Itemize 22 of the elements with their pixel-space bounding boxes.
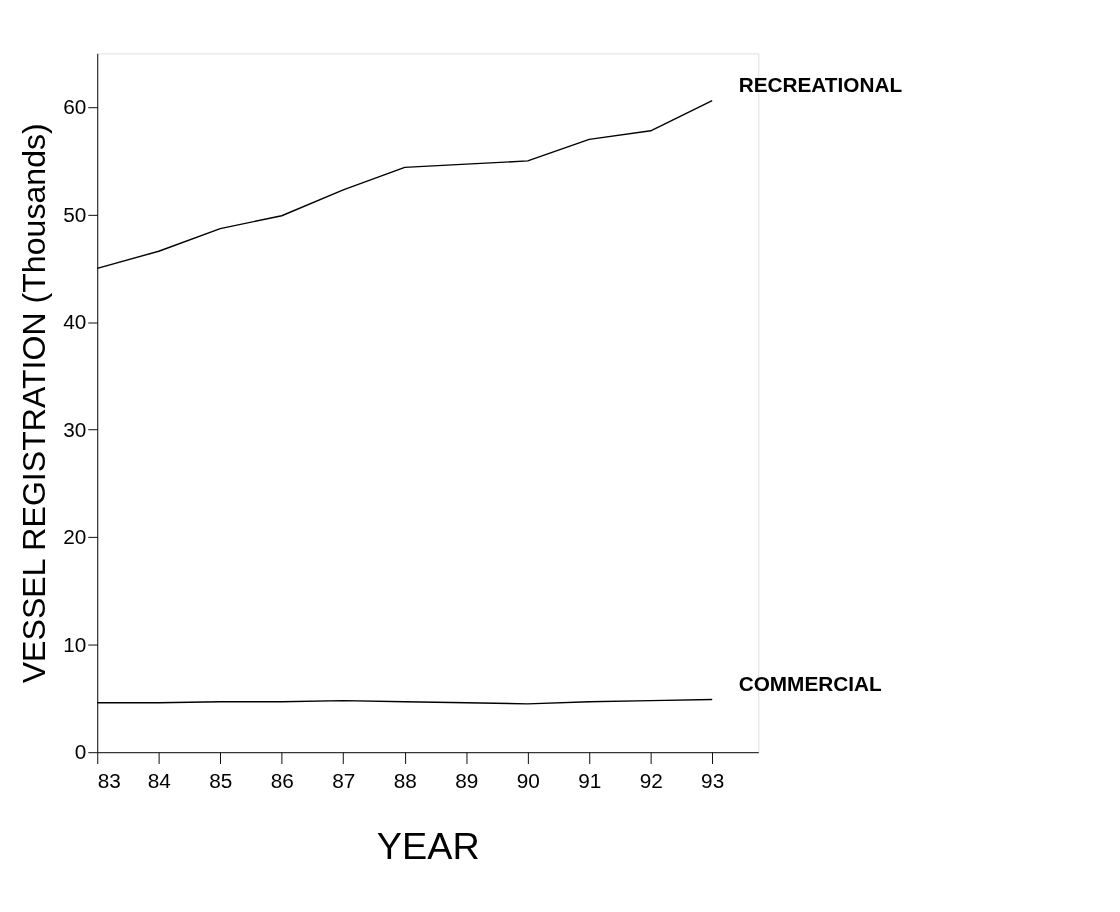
x-tick-label: 91	[578, 768, 602, 792]
annotation: RECREATIONAL	[738, 73, 903, 97]
y-tick-label: 10	[63, 632, 87, 656]
annotation: COMMERCIAL	[738, 672, 882, 696]
x-tick-label: 83	[97, 768, 121, 792]
y-tick-label: 30	[63, 417, 87, 441]
x-tick-label: 93	[701, 768, 725, 792]
x-tick-label: 88	[393, 768, 417, 792]
x-tick-label: 92	[639, 768, 663, 792]
x-tick-label: 84	[147, 768, 171, 792]
y-tick-label: 50	[63, 202, 87, 226]
x-tick-label: 87	[332, 768, 356, 792]
x-tick-label: 89	[455, 768, 479, 792]
y-tick-label: 40	[63, 310, 87, 334]
x-tick-label: 90	[516, 768, 540, 792]
y-axis-title: VESSEL REGISTRATION (Thousands)	[16, 123, 53, 684]
y-tick-label: 20	[63, 525, 87, 549]
x-tick-label: 86	[270, 768, 294, 792]
y-tick-label: 60	[63, 95, 87, 119]
x-tick-label: 85	[209, 768, 233, 792]
y-tick-label: 0	[74, 740, 87, 764]
x-axis-title: YEAR	[376, 825, 480, 868]
